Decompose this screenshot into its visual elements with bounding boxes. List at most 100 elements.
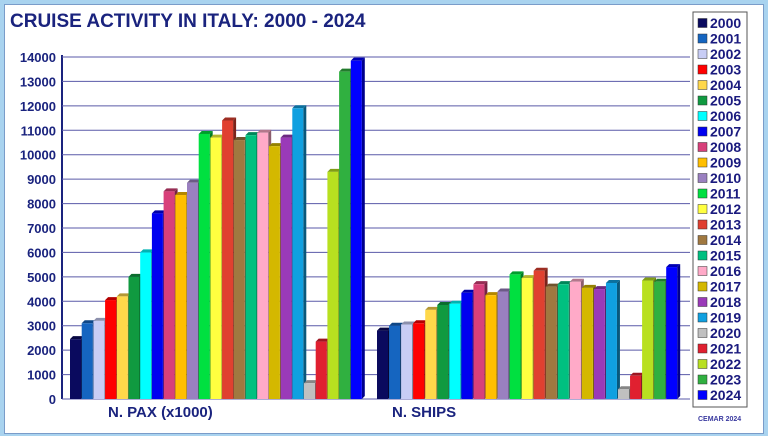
bar-face	[437, 304, 449, 399]
y-tick-label: 12000	[20, 99, 56, 114]
legend-item-2002: 2002	[697, 46, 741, 62]
legend-item-2004: 2004	[697, 77, 741, 93]
y-tick-label: 7000	[27, 221, 56, 236]
legend-label: 2009	[710, 155, 741, 171]
legend-swatch	[697, 157, 708, 168]
legend-label: 2010	[710, 170, 741, 186]
legend-item-2003: 2003	[697, 62, 741, 78]
bar-face	[315, 341, 327, 399]
legend-label: 2024	[710, 387, 741, 403]
bar-face	[533, 270, 545, 399]
legend-swatch	[697, 343, 708, 354]
bar-top	[327, 168, 342, 172]
bar-2005-ships	[437, 301, 452, 399]
bar-top	[163, 188, 178, 192]
bar-face	[350, 60, 362, 400]
legend-label: 2001	[710, 31, 741, 47]
y-tick-label: 9000	[27, 172, 56, 187]
legend-label: 2013	[710, 217, 741, 233]
legend-swatch	[697, 80, 708, 90]
bar-face	[618, 389, 629, 399]
category-label-pax: N. PAX (x1000)	[108, 404, 213, 421]
bar-face	[654, 281, 666, 399]
legend-label: 2018	[710, 294, 741, 310]
legend-swatch	[697, 374, 708, 385]
bar-top	[545, 283, 560, 287]
legend-swatch	[697, 33, 708, 44]
legend-swatch	[697, 111, 708, 121]
bar-face	[545, 286, 557, 399]
legend-item-2014: 2014	[697, 232, 741, 248]
legend-label: 2023	[710, 372, 741, 388]
bar-2014-ships	[545, 283, 560, 399]
bar-top	[630, 372, 645, 376]
bar-face	[175, 195, 187, 399]
bar-face	[461, 292, 473, 399]
bar-2007-ships	[461, 289, 476, 399]
legend-label: 2011	[710, 186, 741, 202]
bar-face	[642, 280, 654, 399]
bar-face	[521, 278, 533, 399]
bar-face	[327, 171, 339, 399]
bar-face	[128, 276, 140, 399]
legend-label: 2015	[710, 248, 741, 264]
bar-top	[654, 278, 669, 282]
bar-top	[581, 284, 596, 288]
legend-label: 2007	[710, 124, 741, 140]
bar-face	[485, 295, 497, 399]
bar-face	[557, 284, 569, 399]
bar-face	[198, 133, 210, 399]
bar-side	[677, 264, 681, 399]
bar-face	[304, 383, 315, 399]
legend-swatch	[697, 390, 708, 400]
y-tick-label: 14000	[20, 50, 56, 65]
bar-2016-ships	[569, 278, 584, 399]
bar-face	[280, 137, 292, 399]
bar-side	[303, 105, 307, 400]
bar-2008-ships	[473, 281, 488, 399]
bar-face	[105, 300, 117, 399]
bar-top	[304, 380, 318, 384]
bar-2009-ships	[485, 292, 500, 399]
legend-item-2015: 2015	[697, 248, 741, 264]
bar-2010-ships	[497, 288, 512, 399]
legend-label: 2021	[710, 341, 741, 357]
bar-top	[292, 105, 307, 109]
bar-face	[425, 309, 437, 399]
bar-top	[377, 327, 391, 331]
bar-top	[175, 192, 190, 196]
bar-2006-ships	[449, 300, 464, 399]
bar-2024-ships	[666, 264, 681, 399]
legend-label: 2020	[710, 325, 741, 341]
y-tick-label: 1000	[27, 368, 56, 383]
legend-item-2012: 2012	[697, 201, 741, 217]
y-tick-label: 4000	[27, 294, 56, 309]
bar-top	[449, 300, 464, 304]
legend-swatch	[697, 250, 708, 261]
legend-swatch	[697, 18, 708, 28]
bar-top	[389, 322, 404, 326]
legend-item-2017: 2017	[697, 279, 741, 295]
bar-face	[449, 303, 461, 399]
bar-2024-pax	[350, 57, 365, 400]
legend-swatch	[697, 49, 708, 59]
bar-2012-ships	[521, 275, 536, 399]
bar-face	[140, 252, 152, 399]
bar-top	[485, 292, 500, 296]
legend-swatch	[697, 266, 708, 276]
legend-item-2000: 2000	[697, 15, 741, 31]
legend-item-2018: 2018	[697, 294, 741, 310]
bar-top	[425, 306, 440, 310]
legend-swatch	[697, 297, 708, 307]
bar-2018-ships	[593, 286, 608, 399]
legend-label: 2004	[710, 77, 741, 93]
bar-top	[268, 143, 283, 147]
bar-top	[666, 264, 681, 268]
legend-label: 2005	[710, 93, 741, 109]
bar-top	[521, 275, 536, 279]
bar-side	[616, 279, 620, 399]
bar-face	[377, 330, 388, 399]
bar-top	[557, 281, 572, 285]
legend-item-2013: 2013	[697, 217, 741, 233]
